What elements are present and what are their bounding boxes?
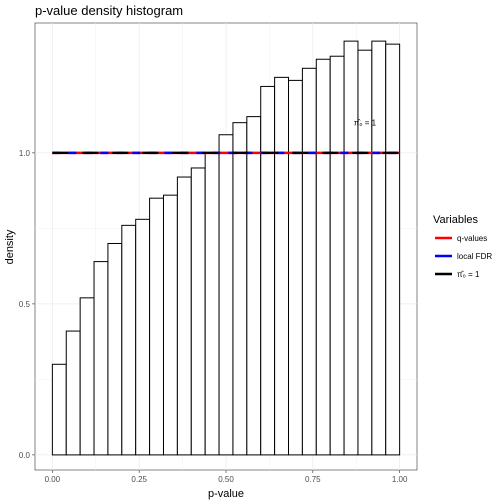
histogram-bar xyxy=(163,195,177,455)
histogram-bar xyxy=(316,59,330,455)
y-tick-label: 0.0 xyxy=(19,451,31,460)
histogram-bar xyxy=(66,331,80,455)
chart-title: p-value density histogram xyxy=(35,3,183,18)
legend-label: local FDR xyxy=(457,252,492,261)
legend-title: Variables xyxy=(433,214,479,226)
x-tick-label: 0.75 xyxy=(305,475,321,484)
x-tick-label: 1.00 xyxy=(392,475,408,484)
histogram-bar xyxy=(386,44,400,455)
x-tick-label: 0.50 xyxy=(218,475,234,484)
y-axis-ticks: 0.0 0.5 1.0 xyxy=(19,149,35,460)
x-tick-label: 0.25 xyxy=(131,475,147,484)
histogram-bar xyxy=(122,225,136,455)
histogram-bar xyxy=(233,123,247,455)
x-tick-label: 0.00 xyxy=(45,475,61,484)
histogram-bar xyxy=(247,117,261,455)
x-axis-ticks: 0.00 0.25 0.50 0.75 1.00 xyxy=(45,470,408,484)
histogram-bar xyxy=(150,198,164,455)
x-axis-title: p-value xyxy=(208,488,244,500)
y-tick-label: 0.5 xyxy=(19,300,31,309)
histogram-bar xyxy=(289,80,303,455)
y-tick-label: 1.0 xyxy=(19,149,31,158)
histogram-bar xyxy=(330,56,344,455)
histogram-bar xyxy=(344,41,358,455)
histogram-bar xyxy=(219,135,233,455)
y-axis-title: density xyxy=(4,229,16,264)
histogram-bar xyxy=(177,177,191,455)
histogram-bar xyxy=(80,298,94,455)
legend-label: π̂₀ = 1 xyxy=(457,270,480,279)
histogram-bar xyxy=(52,364,66,455)
histogram-bar xyxy=(191,168,205,455)
legend-label: q-values xyxy=(457,234,487,243)
legend: Variables q-values local FDR π̂₀ = 1 xyxy=(433,214,492,279)
histogram-bar xyxy=(108,243,122,454)
histogram-bar xyxy=(302,68,316,455)
histogram-bar xyxy=(136,219,150,455)
histogram-bar xyxy=(205,153,219,455)
pi0-annotation: π̂₀ = 1 xyxy=(354,119,377,128)
histogram-bar xyxy=(372,41,386,455)
histogram-bar xyxy=(261,86,275,454)
histogram-bar xyxy=(94,262,108,455)
histogram-bar xyxy=(358,50,372,455)
histogram-bar xyxy=(275,77,289,455)
